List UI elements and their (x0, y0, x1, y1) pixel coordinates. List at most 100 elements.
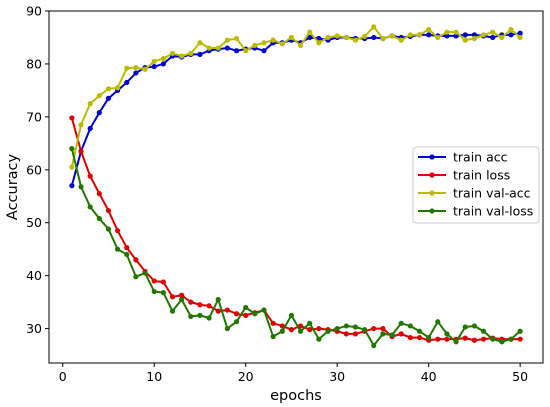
data-point (508, 336, 514, 342)
data-point (499, 339, 505, 345)
data-point (151, 278, 157, 284)
data-point (279, 41, 285, 47)
data-point (453, 29, 459, 35)
data-point (179, 53, 185, 59)
data-point (288, 312, 295, 318)
data-point (160, 61, 166, 67)
data-point (261, 40, 267, 46)
data-point (78, 148, 84, 154)
data-point (508, 32, 514, 38)
x-tick-label: 50 (512, 369, 528, 384)
data-point (105, 86, 112, 92)
data-point (380, 325, 386, 332)
data-point (471, 35, 477, 42)
data-point (462, 32, 468, 38)
y-tick-label: 60 (26, 162, 42, 177)
data-point (307, 29, 313, 35)
data-point (389, 33, 395, 39)
data-point (215, 308, 221, 314)
data-point (243, 48, 249, 54)
data-point (87, 204, 93, 210)
data-point (105, 95, 112, 101)
data-point (69, 115, 75, 121)
data-point (334, 325, 340, 332)
data-point (197, 51, 203, 58)
data-point (133, 257, 139, 263)
data-point (426, 26, 432, 33)
data-point (380, 331, 386, 337)
data-point (243, 304, 249, 311)
data-point (96, 110, 102, 116)
series-train-val-acc (69, 24, 523, 170)
data-point (426, 334, 432, 341)
data-point (426, 32, 432, 38)
y-tick-label: 70 (26, 109, 42, 124)
data-point (115, 246, 121, 252)
data-point (270, 333, 276, 340)
data-point (160, 279, 166, 285)
data-point (197, 40, 203, 46)
data-point (325, 34, 331, 41)
data-point (69, 164, 75, 170)
data-point (115, 228, 121, 234)
data-point (233, 48, 240, 54)
legend-label: train val-acc (453, 186, 531, 201)
data-point (462, 335, 468, 341)
data-point (343, 331, 349, 337)
legend-entry: train val-acc (418, 186, 531, 201)
data-point (224, 307, 230, 313)
x-tick-label: 40 (421, 369, 437, 384)
y-tick-label: 90 (26, 4, 42, 19)
data-point (188, 299, 194, 305)
data-point (371, 34, 377, 41)
x-tick-label: 30 (329, 369, 345, 384)
data-point (124, 245, 130, 251)
data-point (169, 308, 176, 314)
data-point (252, 42, 258, 49)
data-point (297, 328, 304, 334)
data-point (224, 45, 230, 51)
data-point (435, 34, 441, 41)
data-point (261, 48, 267, 54)
legend-label: train val-loss (453, 204, 533, 219)
data-point (169, 294, 176, 300)
data-point (279, 328, 285, 334)
data-point (224, 37, 230, 43)
data-point (352, 37, 359, 43)
data-point (179, 292, 185, 298)
y-tick-label: 80 (26, 56, 42, 71)
data-point (151, 63, 157, 70)
legend-swatch-marker (429, 172, 435, 178)
data-point (206, 315, 212, 321)
data-point (444, 331, 450, 337)
legend-label: train acc (453, 150, 508, 165)
data-point (352, 324, 359, 330)
data-point (133, 65, 139, 71)
data-point (233, 35, 240, 42)
data-point (69, 146, 75, 152)
legend-swatch-marker (429, 190, 435, 196)
data-point (96, 215, 102, 222)
data-point (133, 70, 139, 76)
data-point (416, 328, 423, 334)
data-point (105, 226, 112, 232)
data-point (490, 336, 496, 342)
legend: train acc train loss train val-acc train va… (412, 146, 540, 224)
data-point (517, 30, 523, 36)
data-point (380, 35, 386, 42)
data-point (316, 325, 322, 332)
data-point (471, 323, 477, 329)
data-point (124, 65, 130, 71)
data-point (480, 328, 487, 334)
data-point (78, 122, 84, 128)
data-point (160, 290, 166, 296)
data-point (407, 334, 413, 341)
data-point (288, 34, 295, 41)
data-point (398, 37, 404, 43)
data-point (96, 93, 102, 99)
legend-box (412, 146, 540, 224)
legend-entries: train acc train loss train val-acc train va… (418, 150, 533, 219)
data-point (87, 101, 93, 107)
data-point (307, 327, 313, 333)
